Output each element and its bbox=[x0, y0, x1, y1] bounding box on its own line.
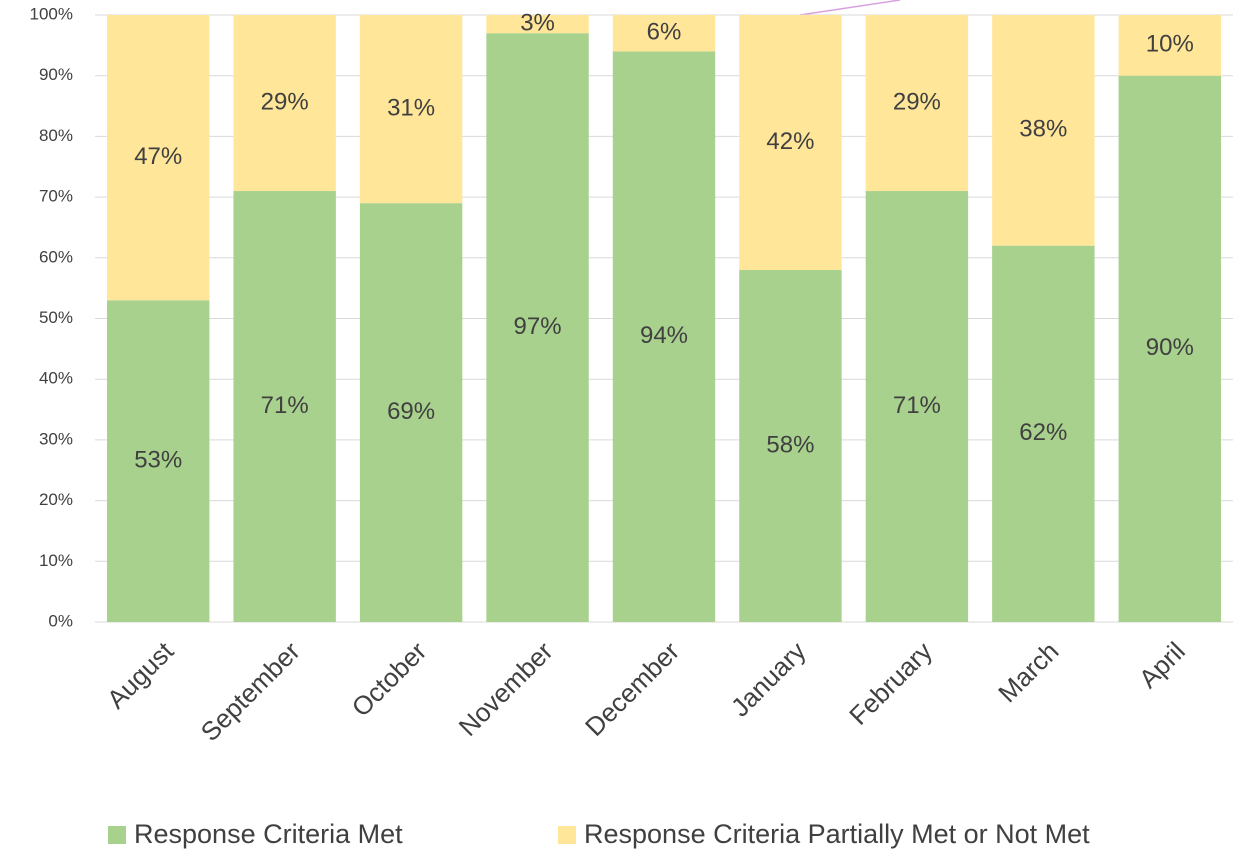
data-label: 62% bbox=[1019, 419, 1067, 446]
data-label: 71% bbox=[893, 392, 941, 419]
bar-segment bbox=[1118, 75, 1221, 622]
y-tick-label: 30% bbox=[39, 429, 73, 448]
data-label: 38% bbox=[1019, 116, 1067, 143]
legend-label: Response Criteria Met bbox=[134, 819, 403, 849]
legend-swatch bbox=[558, 826, 576, 844]
y-tick-label: 10% bbox=[39, 551, 73, 570]
x-tick-label: December bbox=[579, 636, 685, 742]
data-label: 6% bbox=[647, 19, 682, 46]
bar-segment bbox=[992, 245, 1095, 622]
data-label: 71% bbox=[261, 392, 309, 419]
annotation-line bbox=[799, 0, 901, 16]
x-tick-label: March bbox=[992, 636, 1064, 708]
data-label: 53% bbox=[134, 446, 182, 473]
bar-segment bbox=[233, 191, 336, 622]
bar-segment bbox=[233, 15, 336, 192]
bar-segment bbox=[865, 15, 969, 192]
bar-segment bbox=[612, 51, 716, 623]
y-tick-label: 90% bbox=[39, 65, 73, 84]
bar-segment bbox=[486, 15, 589, 34]
bar-segment bbox=[486, 33, 589, 622]
x-tick-label: October bbox=[346, 636, 433, 723]
data-label: 58% bbox=[766, 431, 814, 458]
x-tick-label: April bbox=[1133, 636, 1191, 694]
bar-segment bbox=[359, 203, 463, 623]
data-label: 29% bbox=[261, 88, 309, 115]
data-label: 90% bbox=[1146, 334, 1194, 361]
legend-label: Response Criteria Partially Met or Not M… bbox=[584, 819, 1090, 849]
bar-segment bbox=[865, 191, 969, 622]
data-label: 94% bbox=[640, 322, 688, 349]
bar-segment bbox=[1118, 15, 1221, 76]
data-label: 31% bbox=[387, 94, 435, 121]
data-label: 97% bbox=[514, 313, 562, 340]
bar-segment bbox=[992, 15, 1095, 246]
data-label: 3% bbox=[520, 9, 555, 36]
legend-swatch bbox=[108, 826, 126, 844]
data-label: 42% bbox=[766, 128, 814, 155]
x-tick-label: September bbox=[195, 636, 306, 747]
x-tick-label: January bbox=[725, 636, 812, 723]
bar-segment bbox=[359, 15, 463, 204]
bar-segment bbox=[739, 15, 842, 270]
y-tick-label: 0% bbox=[48, 611, 73, 630]
bar-segment bbox=[612, 15, 716, 52]
y-tick-label: 80% bbox=[39, 126, 73, 145]
data-label: 10% bbox=[1146, 31, 1194, 58]
bar-segment bbox=[739, 269, 842, 622]
x-tick-label: November bbox=[453, 636, 559, 742]
bar-segment bbox=[107, 15, 210, 301]
y-tick-label: 60% bbox=[39, 247, 73, 266]
y-tick-label: 20% bbox=[39, 490, 73, 509]
data-label: 69% bbox=[387, 398, 435, 425]
x-tick-label: February bbox=[843, 636, 938, 731]
y-tick-label: 100% bbox=[30, 4, 73, 23]
y-tick-label: 70% bbox=[39, 187, 73, 206]
y-tick-label: 40% bbox=[39, 369, 73, 388]
bar-segment bbox=[107, 300, 210, 622]
y-tick-label: 50% bbox=[39, 308, 73, 327]
data-label: 29% bbox=[893, 88, 941, 115]
x-tick-label: August bbox=[101, 635, 180, 714]
data-label: 47% bbox=[134, 143, 182, 170]
